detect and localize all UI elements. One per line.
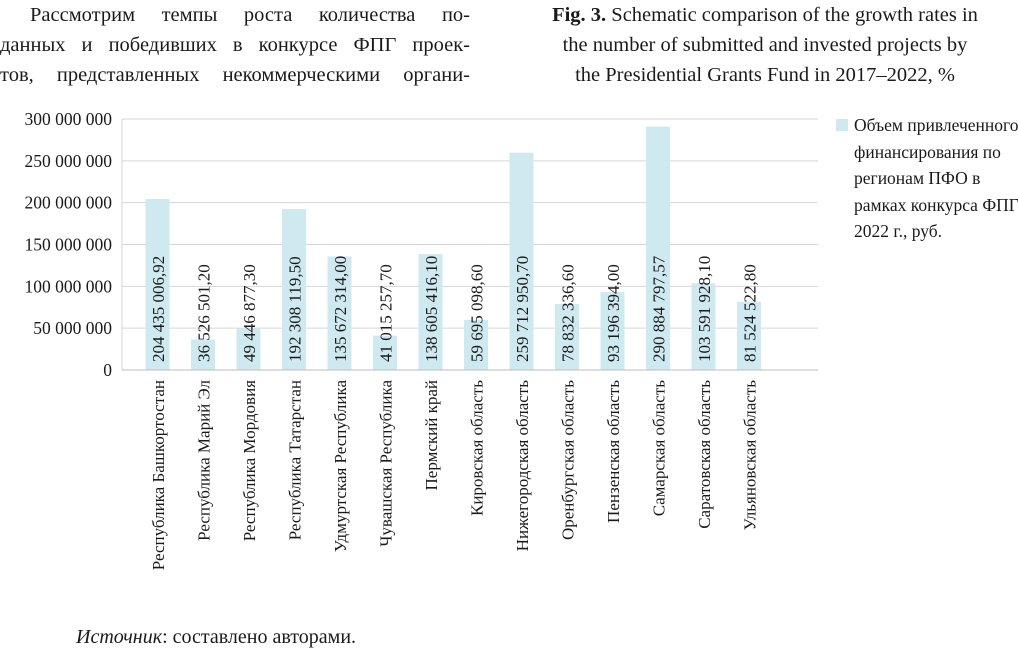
x-category-label: Нижегородская область [513,380,532,552]
bar-data-label: 103 591 928,10 [695,256,714,362]
x-category-label: Пермский край [422,380,441,490]
bar-data-label: 36 526 501,20 [195,264,214,362]
body-text-line-2: данных и победивших в конкурсе ФПГ проек… [0,34,470,56]
bar [236,328,261,370]
bar-chart: 0 50 000 000 100 000 000 150 000 000 200 000… [25,109,818,570]
figure-caption: Fig. 3. Schematic comparison of the grow… [515,0,1015,90]
bar-data-label: 59 695 098,60 [468,264,487,362]
bar [600,292,625,370]
bar [191,339,215,370]
x-category-label: Кировская область [468,380,487,516]
bar [464,320,488,370]
x-category-label: Чувашская Республика [377,380,396,547]
x-category-label: Республика Татарстан [286,380,305,540]
bar [145,198,170,370]
chart-legend: Объем привлеченного финансирования по ре… [836,112,1018,245]
bar-data-label: 135 672 314,00 [331,256,350,362]
bar-data-label: 93 196 394,00 [604,264,623,362]
body-text-line-3: тов, представленных некоммерческими орга… [0,64,470,86]
bar [282,209,306,370]
bar [509,152,534,370]
bar-data-label: 204 435 006,92 [149,256,168,362]
source-note: Источник: составлено авторами. [76,624,356,650]
bar [327,256,352,370]
y-tick-label: 100 000 000 [25,276,113,296]
body-text: Рассмотрим темпы роста количества по- да… [0,0,470,90]
figure-caption-line-1-text: Schematic comparison of the growth rates… [606,4,978,26]
bar [555,304,579,370]
y-tick-label: 250 000 000 [25,151,113,171]
y-tick-label: 50 000 000 [33,318,112,338]
x-category-label: Пензенская область [604,380,623,523]
bar-data-label: 290 884 797,57 [650,255,669,362]
bar-data-label: 138 605 416,10 [422,256,441,362]
figure-caption-line-2: the number of submitted and invested pro… [562,34,968,56]
bar [418,254,443,370]
source-label: Источник [76,626,163,648]
bar-data-label: 81 524 522,80 [741,264,760,362]
bar [737,301,761,370]
y-tick-label: 200 000 000 [25,193,113,213]
y-tick-label: 300 000 000 [25,109,113,129]
y-tick-label: 0 [103,360,112,380]
x-category-label: Ульяновская область [741,380,760,531]
figure-caption-line-1: Fig. 3. Schematic comparison of the grow… [515,0,1015,30]
x-category-label: Республика Марий Эл [195,379,214,540]
x-category-label: Удмуртская Республика [331,380,350,553]
legend-label: Объем привлеченного финансирования по ре… [854,115,1018,241]
figure-label: Fig. 3. [552,4,607,26]
bar [373,335,397,370]
x-category-label: Оренбургская область [559,380,578,540]
x-category-label: Республика Мордовия [240,380,259,541]
bar-data-label: 41 015 257,70 [377,264,396,362]
x-category-label: Саратовская область [695,380,714,529]
legend-swatch [836,119,848,131]
bar [691,283,716,370]
figure-caption-line-3: the Presidential Grants Fund in 2017–202… [575,64,955,86]
x-category-label: Республика Башкортостан [149,380,168,570]
body-text-line-1: Рассмотрим темпы роста количества по- [30,4,470,26]
bar-data-label: 78 832 336,60 [559,264,578,362]
bar [646,126,670,370]
bar-data-label: 259 712 950,70 [513,256,532,362]
bar-data-label: 192 308 119,50 [286,256,305,362]
x-category-label: Самарская область [650,380,669,516]
y-tick-label: 150 000 000 [25,235,113,255]
source-text: : составлено авторами. [162,626,357,648]
bar-data-label: 49 446 877,30 [240,264,259,362]
